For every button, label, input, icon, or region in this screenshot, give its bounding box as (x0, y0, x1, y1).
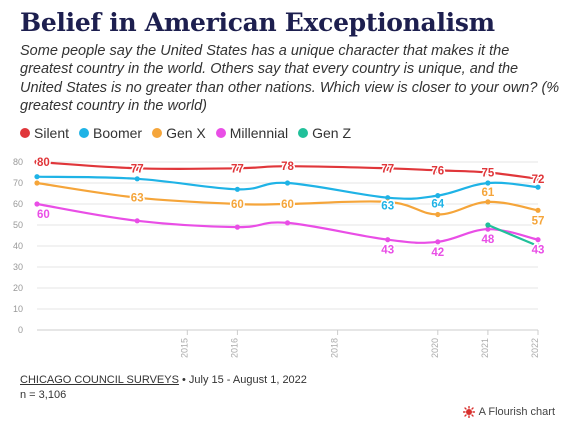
data-point-millennial (234, 224, 240, 230)
legend-item-gen-z[interactable]: Gen Z (298, 125, 351, 141)
flourish-icon (462, 406, 475, 418)
data-point-gen-x (134, 195, 140, 201)
chart-title: Belief in American Exceptionalism (20, 8, 495, 37)
y-tick-label: 70 (13, 178, 23, 188)
data-point-silent (134, 165, 140, 171)
data-point-gen-x (234, 201, 240, 207)
y-tick-label: 20 (13, 283, 23, 293)
data-point-millennial (535, 237, 541, 243)
data-point-gen-x (485, 199, 491, 205)
data-label-silent: 78 (281, 161, 294, 173)
data-label-silent: 75 (482, 168, 495, 180)
y-tick-label: 0 (18, 325, 23, 335)
flourish-label: A Flourish chart (478, 406, 555, 418)
legend-item-boomer[interactable]: Boomer (79, 125, 142, 141)
data-label-silent: 72 (532, 174, 545, 186)
data-point-millennial (284, 220, 291, 226)
data-point-millennial (435, 239, 441, 245)
data-label-gen-x: 57 (532, 215, 545, 227)
legend-label: Silent (34, 125, 70, 141)
survey-dates: • July 15 - August 1, 2022 (178, 374, 307, 386)
data-label-silent: 80 (37, 157, 50, 169)
data-point-gen-z (535, 243, 541, 249)
data-label-millennial: 60 (37, 209, 50, 221)
data-point-gen-x (385, 199, 391, 205)
y-tick-label: 80 (13, 157, 23, 167)
x-tick-label: 2021 (480, 338, 490, 358)
sample-size: n = 3,106 (20, 389, 67, 401)
data-point-boomer (234, 186, 240, 192)
legend-swatch (152, 128, 163, 138)
data-point-boomer (34, 174, 40, 180)
data-point-silent (34, 159, 40, 165)
series-line-gen-z (487, 223, 539, 248)
data-point-silent (535, 176, 541, 182)
data-label-gen-x: 61 (482, 187, 495, 199)
flourish-credit[interactable]: A Flourish chart (462, 406, 555, 418)
data-point-silent (385, 165, 391, 171)
chart-subtitle: Some people say the United States has a … (20, 43, 560, 115)
legend-label: Gen X (166, 125, 206, 141)
x-tick-label: 2016 (229, 338, 239, 358)
data-point-silent (485, 169, 491, 176)
data-label-millennial: 42 (431, 247, 444, 259)
legend-swatch (20, 128, 30, 138)
data-point-gen-x (435, 211, 441, 218)
data-point-gen-x (535, 207, 541, 213)
data-point-boomer (485, 180, 491, 186)
data-point-silent (284, 163, 291, 169)
legend-item-gen-x[interactable]: Gen X (152, 125, 206, 141)
data-label-millennial: 43 (532, 245, 545, 257)
data-point-boomer (385, 195, 391, 201)
legend-label: Boomer (93, 125, 143, 141)
y-tick-label: 40 (13, 241, 23, 251)
legend-swatch (79, 128, 90, 138)
data-point-boomer (134, 176, 140, 182)
data-label-silent: 77 (131, 163, 144, 175)
data-label-gen-x: 63 (131, 193, 144, 205)
y-tick-label: 10 (13, 304, 23, 314)
source-line: CHICAGO COUNCIL SURVEYS • July 15 - Augu… (20, 374, 307, 386)
data-point-boomer (435, 193, 441, 199)
data-label-gen-x: 60 (231, 199, 244, 211)
data-point-silent (234, 165, 240, 171)
y-tick-label: 60 (13, 199, 23, 209)
legend-swatch (298, 128, 309, 138)
data-label-millennial: 43 (381, 245, 394, 257)
data-point-gen-x (284, 201, 291, 207)
legend-item-silent[interactable]: Silent (20, 125, 69, 141)
data-point-boomer (535, 184, 541, 190)
data-point-millennial (485, 226, 491, 232)
x-tick-label: 2022 (530, 338, 540, 358)
data-label-millennial: 48 (482, 234, 495, 246)
legend-item-millennial[interactable]: Millennial (215, 125, 289, 141)
line-chart: 0 10 20 30 40 50 60 70 80 2015 2016 2018 2020 2021 202… (13, 156, 546, 359)
data-point-millennial (34, 201, 40, 207)
x-tick-label: 2018 (330, 338, 340, 358)
x-tick-label: 2020 (430, 338, 440, 358)
legend-label: Millennial (229, 125, 289, 141)
legend-swatch (215, 128, 226, 138)
data-point-millennial (134, 218, 140, 224)
y-tick-label: 50 (13, 220, 23, 230)
data-label-gen-x: 60 (281, 199, 294, 211)
data-point-millennial (385, 237, 391, 243)
data-label-boomer: 63 (381, 201, 394, 213)
x-tick-label: 2015 (179, 338, 189, 358)
legend: Silent Boomer Gen X Millennial Gen Z (20, 125, 351, 141)
data-point-boomer (284, 180, 291, 186)
data-label-silent: 77 (381, 163, 394, 175)
source-link[interactable]: CHICAGO COUNCIL SURVEYS (20, 374, 179, 386)
data-label-silent: 77 (231, 163, 244, 175)
data-label-silent: 76 (431, 165, 444, 177)
data-label-boomer: 64 (431, 199, 444, 211)
legend-label: Gen Z (312, 125, 352, 141)
data-point-gen-x (34, 180, 40, 186)
data-point-silent (435, 167, 441, 173)
y-tick-label: 30 (13, 262, 23, 272)
data-point-gen-z (485, 222, 491, 228)
